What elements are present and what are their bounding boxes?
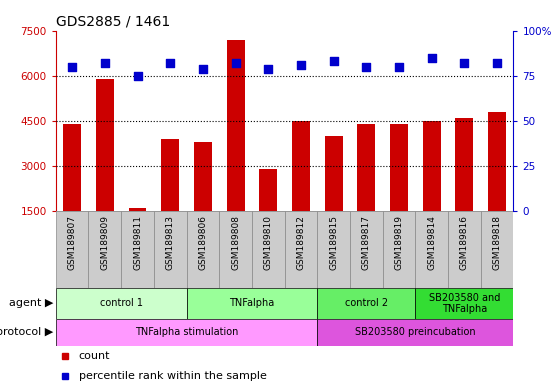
Bar: [455, 118, 473, 257]
Bar: [56, 288, 186, 319]
Bar: [227, 40, 244, 257]
Bar: [480, 211, 513, 288]
Point: [395, 64, 403, 70]
Text: GSM189807: GSM189807: [68, 215, 76, 270]
Text: GSM189816: GSM189816: [460, 215, 469, 270]
Point: [362, 64, 371, 70]
Bar: [259, 169, 277, 257]
Text: GSM189815: GSM189815: [329, 215, 338, 270]
Bar: [318, 288, 415, 319]
Text: control 2: control 2: [345, 298, 388, 308]
Text: count: count: [79, 351, 110, 361]
Text: GSM189817: GSM189817: [362, 215, 371, 270]
Text: percentile rank within the sample: percentile rank within the sample: [79, 371, 267, 381]
Text: GSM189806: GSM189806: [199, 215, 208, 270]
Text: TNFalpha: TNFalpha: [229, 298, 275, 308]
Point: [68, 64, 76, 70]
Text: SB203580 preincubation: SB203580 preincubation: [355, 327, 475, 337]
Bar: [318, 211, 350, 288]
Bar: [383, 211, 415, 288]
Bar: [415, 288, 513, 319]
Bar: [56, 211, 89, 288]
Point: [133, 73, 142, 79]
Bar: [186, 288, 318, 319]
Point: [100, 60, 109, 66]
Point: [231, 60, 240, 66]
Point: [264, 66, 273, 72]
Text: GSM189812: GSM189812: [296, 215, 305, 270]
Bar: [161, 139, 179, 257]
Bar: [422, 121, 441, 257]
Bar: [325, 136, 343, 257]
Text: GSM189808: GSM189808: [231, 215, 240, 270]
Bar: [252, 211, 285, 288]
Text: control 1: control 1: [100, 298, 143, 308]
Point: [460, 60, 469, 66]
Bar: [154, 211, 186, 288]
Bar: [357, 124, 376, 257]
Bar: [89, 211, 121, 288]
Text: GDS2885 / 1461: GDS2885 / 1461: [56, 14, 170, 28]
Text: protocol ▶: protocol ▶: [0, 327, 53, 337]
Text: GSM189813: GSM189813: [166, 215, 175, 270]
Bar: [448, 211, 480, 288]
Bar: [350, 211, 383, 288]
Point: [199, 66, 208, 72]
Bar: [128, 208, 147, 257]
Point: [427, 55, 436, 61]
Bar: [219, 211, 252, 288]
Bar: [488, 112, 506, 257]
Text: agent ▶: agent ▶: [8, 298, 53, 308]
Point: [166, 60, 175, 66]
Text: GSM189819: GSM189819: [395, 215, 403, 270]
Bar: [285, 211, 318, 288]
Text: SB203580 and
TNFalpha: SB203580 and TNFalpha: [429, 293, 500, 314]
Text: GSM189818: GSM189818: [493, 215, 502, 270]
Point: [329, 58, 338, 65]
Bar: [96, 79, 114, 257]
Point: [296, 62, 305, 68]
Text: GSM189810: GSM189810: [264, 215, 273, 270]
Bar: [194, 142, 212, 257]
Bar: [318, 319, 513, 346]
Text: TNFalpha stimulation: TNFalpha stimulation: [135, 327, 238, 337]
Bar: [186, 211, 219, 288]
Bar: [63, 124, 81, 257]
Bar: [56, 319, 318, 346]
Text: GSM189814: GSM189814: [427, 215, 436, 270]
Text: GSM189809: GSM189809: [100, 215, 109, 270]
Text: GSM189811: GSM189811: [133, 215, 142, 270]
Bar: [415, 211, 448, 288]
Bar: [121, 211, 154, 288]
Point: [493, 60, 502, 66]
Bar: [292, 121, 310, 257]
Bar: [390, 124, 408, 257]
